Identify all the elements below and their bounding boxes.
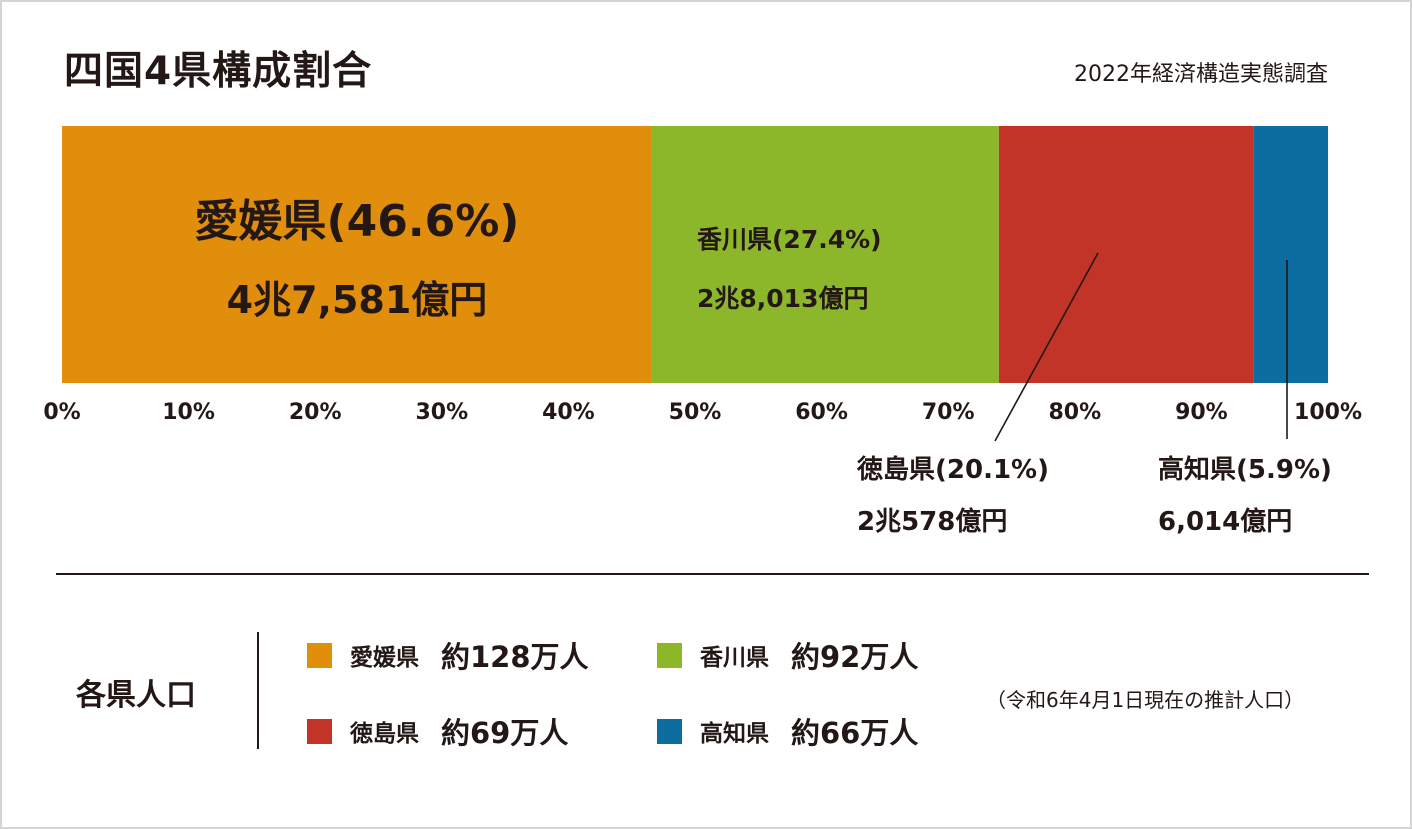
- population-name: 高知県: [700, 721, 769, 747]
- population-name: 愛媛県: [350, 645, 419, 671]
- bar-segment-ehime: [62, 126, 652, 383]
- x-tick-label: 0%: [43, 400, 80, 425]
- label-percent-kochi: 高知県(5.9%): [1158, 454, 1332, 485]
- x-tick-label: 80%: [1048, 400, 1101, 425]
- label-percent-kagawa: 香川県(27.4%): [697, 225, 882, 254]
- population-value: 約92万人: [791, 640, 919, 674]
- label-amount-ehime: 4兆7,581億円: [227, 278, 488, 322]
- x-tick-label: 50%: [669, 400, 722, 425]
- label-amount-kagawa: 2兆8,013億円: [697, 284, 868, 313]
- bar-segment-tokushima: [998, 126, 1254, 383]
- population-name: 香川県: [700, 645, 769, 671]
- label-percent-tokushima: 徳島県(20.1%): [856, 454, 1049, 485]
- chart-title: 四国4県構成割合: [64, 49, 373, 94]
- legend-swatch-kochi: [657, 718, 682, 744]
- label-amount-tokushima: 2兆578億円: [857, 507, 1007, 537]
- population-heading: 各県人口: [76, 678, 196, 713]
- label-percent-ehime: 愛媛県(46.6%): [195, 196, 520, 247]
- x-tick-label: 10%: [162, 400, 215, 425]
- x-tick-label: 90%: [1175, 400, 1228, 425]
- leader-line-tokushima: [994, 252, 1099, 442]
- population-item-ehime: 愛媛県 約128万人: [307, 634, 589, 676]
- population-value: 約66万人: [791, 716, 919, 750]
- population-separator: [257, 632, 259, 749]
- x-tick-label: 40%: [542, 400, 595, 425]
- population-item-tokushima: 徳島県 約69万人: [307, 710, 568, 752]
- bar-segment-kagawa: [651, 126, 999, 383]
- x-tick-label: 70%: [922, 400, 975, 425]
- population-item-kagawa: 香川県 約92万人: [657, 634, 918, 676]
- section-divider: [56, 573, 1369, 575]
- population-value: 約128万人: [441, 640, 589, 674]
- x-tick-label: 30%: [415, 400, 468, 425]
- x-tick-label: 60%: [795, 400, 848, 425]
- x-tick-label: 100%: [1294, 400, 1362, 425]
- legend-swatch-kagawa: [657, 642, 682, 668]
- bar-segment-kochi: [1253, 126, 1328, 383]
- population-name: 徳島県: [350, 721, 419, 747]
- legend-swatch-ehime: [307, 642, 332, 668]
- x-tick-label: 20%: [289, 400, 342, 425]
- population-value: 約69万人: [441, 716, 569, 750]
- population-item-kochi: 高知県 約66万人: [657, 710, 918, 752]
- source-note: 2022年経済構造実態調査: [1074, 62, 1328, 87]
- population-note: （令和6年4月1日現在の推計人口）: [986, 688, 1305, 712]
- label-amount-kochi: 6,014億円: [1158, 507, 1292, 537]
- legend-swatch-tokushima: [307, 718, 332, 744]
